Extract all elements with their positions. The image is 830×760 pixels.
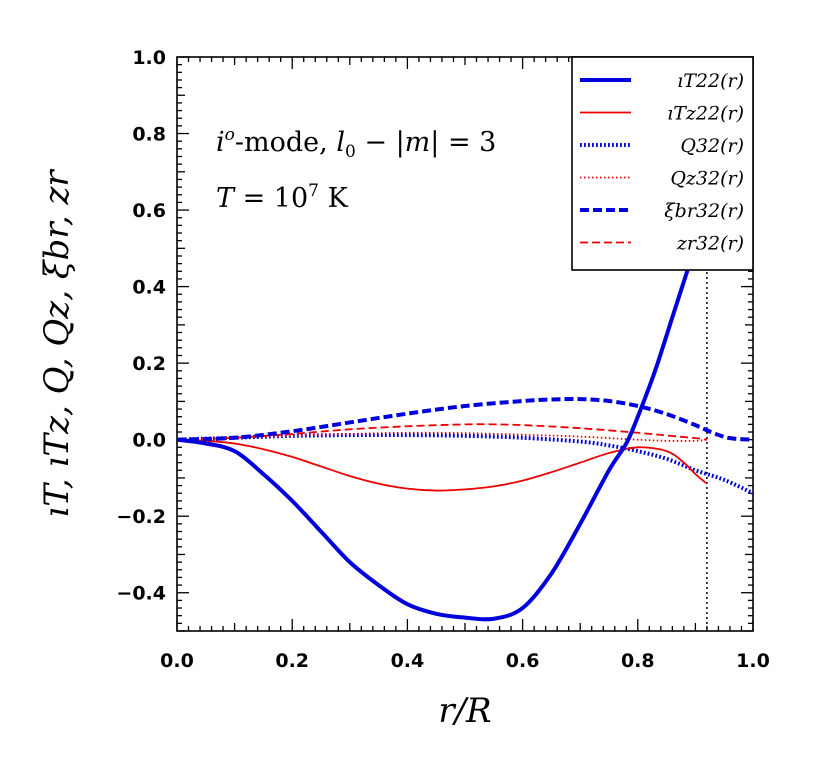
series-line-2 [177,432,753,496]
y-tick-labels: −0.4 −0.2 0.0 0.2 0.4 0.6 0.8 1.0 [116,47,166,605]
legend-box [571,56,754,271]
series-line-3 [177,431,708,442]
y-axis-title: ıT, ıTz, Q, Qz, ξbr, zr [37,169,77,518]
x-tick-label: 0.2 [275,650,309,672]
x-tick-label: 0.6 [506,650,540,672]
y-tick-label: 1.0 [132,47,166,69]
y-tick-label: 0.4 [132,277,166,299]
y-tick-label: 0.0 [132,430,166,452]
y-tick-label: 0.6 [132,200,166,222]
legend-label: zr32(r) [676,233,744,255]
series-line-1 [177,438,708,492]
series-line-4 [177,397,753,442]
x-tick-label: 0.0 [160,650,194,672]
legend-label: ıTz22(r) [667,103,744,125]
temperature-annotation: T = 107 K [216,181,349,214]
y-tick-label: −0.2 [116,506,166,528]
legend-label: Q32(r) [680,135,744,157]
x-tick-label: 0.4 [391,650,425,672]
series-line-0 [177,263,692,622]
y-tick-label: 0.2 [132,353,166,375]
legend-label: ıT22(r) [677,70,744,92]
mode-annotation: io-mode, l0 − |m| = 3 [216,125,496,162]
x-tick-label: 1.0 [736,650,770,672]
x-axis-title: r/R [438,691,491,731]
y-tick-label: −0.4 [116,583,166,605]
x-tick-label: 0.8 [621,650,655,672]
legend: ıT22(r) ıTz22(r) Q32(r) Qz32(r) ξbr32(r) zr32… [571,56,754,271]
y-tick-label: 0.8 [132,124,166,146]
series-line-5 [177,423,708,441]
x-tick-labels: 0.0 0.2 0.4 0.6 0.8 1.0 [160,650,770,672]
legend-label: Qz32(r) [670,168,744,190]
series-layer [177,263,753,622]
legend-label: ξbr32(r) [664,200,744,222]
